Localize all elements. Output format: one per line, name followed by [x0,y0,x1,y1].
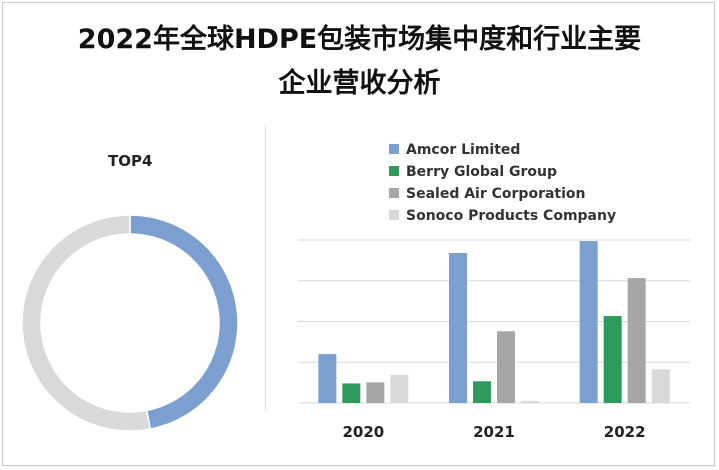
chart-title-line-1: 2022年全球HDPE包装市场集中度和行业主要 [77,24,642,55]
legend-swatch-0 [389,144,399,154]
bar-2022-2 [627,278,646,403]
legend: Amcor Limited Berry Global Group Sealed Ai… [389,142,616,224]
bar-2021-0 [449,253,467,403]
bar-chart [318,241,670,403]
x-tick-label: 2020 [342,423,384,441]
bar-2021-3 [521,400,539,403]
donut-chart [21,214,239,432]
donut-slice-0 [129,214,239,430]
legend-swatch-1 [389,166,399,176]
panel-divider [265,125,266,410]
bar-2022-1 [603,316,622,403]
bar-2020-3 [390,374,409,403]
legend-label-0: Amcor Limited [406,142,520,158]
bar-2020-0 [318,354,337,403]
x-tick-label: 2022 [604,423,646,441]
chart-title: 2022年全球HDPE包装市场集中度和行业主要 企业营收分析 [0,18,719,106]
donut-label: TOP4 [108,152,153,170]
bar-2022-3 [651,369,670,403]
legend-label-1: Berry Global Group [406,164,557,180]
legend-swatch-3 [389,210,399,220]
bar-2021-1 [473,381,491,403]
legend-swatch-2 [389,188,399,198]
legend-label-2: Sealed Air Corporation [406,186,586,202]
x-axis-ticks: 2020 2021 2022 [342,423,645,441]
chart-title-line-2: 企业营收分析 [278,68,441,99]
donut-slice-1 [21,214,152,432]
x-tick-label: 2021 [473,423,515,441]
legend-label-3: Sonoco Products Company [406,208,616,224]
bar-2020-1 [342,383,361,403]
bar-2020-2 [366,382,385,403]
bar-gridlines [298,239,690,404]
bar-2022-0 [579,241,598,403]
bar-2021-2 [497,331,515,403]
